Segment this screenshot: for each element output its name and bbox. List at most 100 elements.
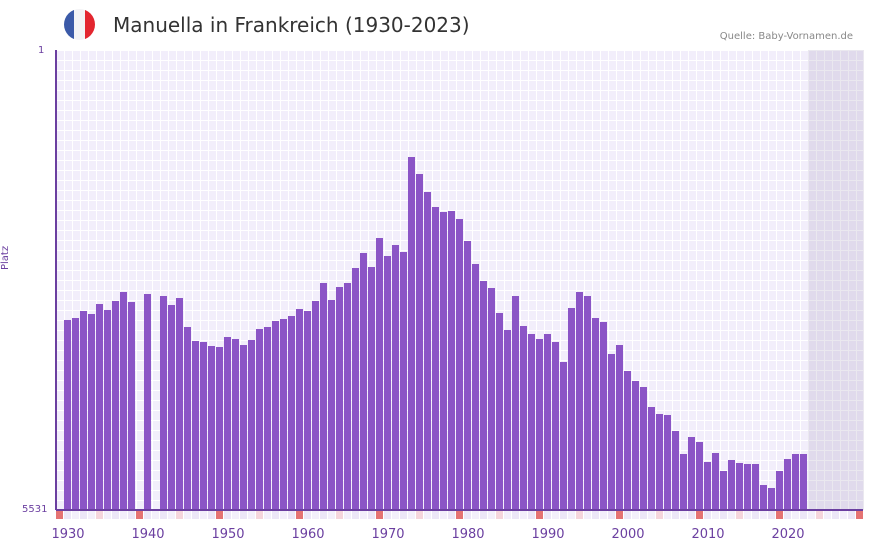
bar-2013[interactable] [728, 459, 735, 510]
bar-1934[interactable] [96, 303, 103, 510]
bar-1963[interactable] [328, 299, 335, 510]
bar-1935[interactable] [104, 309, 111, 510]
bar-1944[interactable] [176, 297, 183, 510]
bar-1988[interactable] [528, 334, 535, 510]
bar-1979[interactable] [456, 218, 463, 510]
year-marker [632, 511, 639, 519]
bar-1954[interactable] [256, 328, 263, 510]
bar-1993[interactable] [568, 307, 575, 510]
bar-2021[interactable] [792, 453, 799, 510]
bar-1976[interactable] [432, 206, 439, 510]
bar-1985[interactable] [504, 329, 511, 510]
source-label: Quelle: Baby-Vornamen.de [719, 31, 853, 42]
bar-2000[interactable] [624, 371, 631, 510]
bar-1994[interactable] [576, 291, 583, 510]
bar-1964[interactable] [336, 286, 343, 510]
bar-1975[interactable] [424, 191, 431, 510]
bar-1962[interactable] [320, 282, 327, 510]
year-marker [568, 511, 575, 519]
bar-2016[interactable] [752, 463, 759, 510]
bar-2001[interactable] [632, 380, 639, 510]
bar-1971[interactable] [392, 244, 399, 510]
bar-1937[interactable] [120, 291, 127, 510]
bar-1960[interactable] [304, 310, 311, 510]
bar-1958[interactable] [288, 315, 295, 510]
bar-1938[interactable] [128, 301, 135, 510]
bar-1977[interactable] [440, 211, 447, 510]
bar-1995[interactable] [584, 295, 591, 510]
bar-2022[interactable] [800, 453, 807, 510]
bar-1933[interactable] [88, 313, 95, 510]
bar-1972[interactable] [400, 251, 407, 510]
bar-1948[interactable] [208, 345, 215, 510]
bar-1992[interactable] [560, 361, 567, 510]
bar-1999[interactable] [616, 344, 623, 510]
bar-2018[interactable] [768, 487, 775, 510]
bar-1990[interactable] [544, 334, 551, 510]
bar-2008[interactable] [688, 436, 695, 510]
year-marker [240, 511, 247, 519]
year-marker [64, 511, 71, 519]
bar-2004[interactable] [656, 413, 663, 510]
bar-1969[interactable] [376, 237, 383, 510]
bar-1984[interactable] [496, 312, 503, 510]
bar-2019[interactable] [776, 470, 783, 510]
bar-2003[interactable] [648, 406, 655, 510]
bar-1946[interactable] [192, 340, 199, 510]
bar-1978[interactable] [448, 210, 455, 510]
bar-1983[interactable] [488, 287, 495, 510]
bar-1956[interactable] [272, 320, 279, 510]
bar-1968[interactable] [368, 266, 375, 510]
bar-1974[interactable] [416, 173, 423, 510]
bar-1942[interactable] [160, 295, 167, 510]
bar-2009[interactable] [696, 441, 703, 510]
year-marker [112, 511, 119, 519]
bar-1970[interactable] [384, 255, 391, 510]
bar-1943[interactable] [168, 304, 175, 510]
bar-1947[interactable] [200, 341, 207, 510]
bar-1957[interactable] [280, 318, 287, 510]
bar-2005[interactable] [664, 414, 671, 510]
year-marker [712, 511, 719, 519]
bar-1955[interactable] [264, 326, 271, 510]
bar-1931[interactable] [72, 317, 79, 510]
bar-1980[interactable] [464, 240, 471, 510]
bar-1953[interactable] [248, 339, 255, 510]
bar-1967[interactable] [360, 252, 367, 510]
bar-1959[interactable] [296, 308, 303, 510]
bar-1982[interactable] [480, 280, 487, 510]
bar-1932[interactable] [80, 310, 87, 510]
bar-1950[interactable] [224, 336, 231, 510]
bar-1936[interactable] [112, 300, 119, 510]
bar-1949[interactable] [216, 346, 223, 510]
bar-2012[interactable] [720, 470, 727, 510]
bar-1987[interactable] [520, 325, 527, 510]
bar-1966[interactable] [352, 267, 359, 510]
year-marker [808, 511, 815, 519]
bar-1961[interactable] [312, 300, 319, 510]
year-markers [56, 511, 863, 519]
bar-1996[interactable] [592, 317, 599, 510]
bar-1951[interactable] [232, 338, 239, 510]
bar-2014[interactable] [736, 462, 743, 510]
bar-2020[interactable] [784, 458, 791, 510]
bar-1973[interactable] [408, 156, 415, 510]
bar-1965[interactable] [344, 282, 351, 510]
bar-2010[interactable] [704, 461, 711, 510]
bar-1981[interactable] [472, 263, 479, 510]
bar-2007[interactable] [680, 453, 687, 510]
bar-1952[interactable] [240, 344, 247, 510]
bar-2002[interactable] [640, 386, 647, 510]
bar-1945[interactable] [184, 326, 191, 510]
bar-2015[interactable] [744, 463, 751, 510]
bar-2011[interactable] [712, 452, 719, 510]
bar-1930[interactable] [64, 319, 71, 510]
bar-1940[interactable] [144, 293, 151, 510]
bar-1986[interactable] [512, 295, 519, 510]
bar-1997[interactable] [600, 321, 607, 510]
bar-2006[interactable] [672, 430, 679, 510]
bar-2017[interactable] [760, 484, 767, 510]
bar-1989[interactable] [536, 338, 543, 510]
bar-1998[interactable] [608, 353, 615, 510]
bar-1991[interactable] [552, 341, 559, 510]
